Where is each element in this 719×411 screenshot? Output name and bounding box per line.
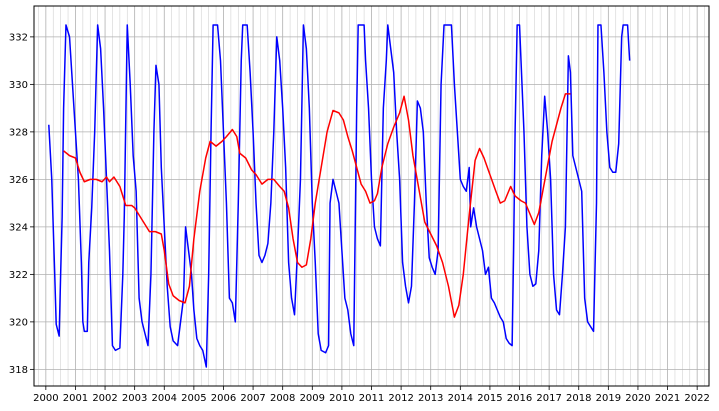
- ticks: 2000 2001 2002 2003 2004 2005 2006 2007 2008 2009…: [9, 32, 710, 404]
- x-tick-label: 2006: [211, 393, 236, 404]
- y-tick-label: 320: [9, 317, 28, 328]
- x-tick-label: 2012: [388, 393, 413, 404]
- y-tick-label: 322: [9, 270, 28, 281]
- x-tick-label: 2017: [536, 393, 561, 404]
- x-tick-label: 2002: [92, 393, 117, 404]
- grid: [34, 6, 709, 386]
- y-tick-label: 324: [9, 222, 28, 233]
- y-tick-label: 330: [9, 80, 28, 91]
- x-tick-label: 2009: [300, 393, 325, 404]
- x-tick-label: 2011: [359, 393, 384, 404]
- y-tick-label: 326: [9, 175, 28, 186]
- x-tick-label: 2000: [33, 393, 58, 404]
- x-tick-label: 2008: [270, 393, 295, 404]
- x-tick-label: 2021: [655, 393, 680, 404]
- series-line-2: [63, 93, 571, 318]
- y-tick-label: 328: [9, 127, 28, 138]
- series-group: [48, 24, 631, 368]
- x-tick-label: 2004: [152, 393, 177, 404]
- x-tick-label: 2013: [418, 393, 443, 404]
- y-tick-label: 332: [9, 32, 28, 43]
- x-tick-label: 2022: [684, 393, 709, 404]
- series-line-1: [48, 24, 631, 368]
- x-tick-label: 2014: [448, 393, 473, 404]
- x-tick-label: 2010: [329, 393, 354, 404]
- x-tick-label: 2007: [240, 393, 265, 404]
- x-tick-label: 2001: [63, 393, 88, 404]
- x-tick-label: 2019: [596, 393, 621, 404]
- x-tick-label: 2018: [566, 393, 591, 404]
- x-tick-label: 2005: [181, 393, 206, 404]
- x-tick-label: 2020: [625, 393, 650, 404]
- x-tick-label: 2016: [507, 393, 532, 404]
- x-tick-label: 2015: [477, 393, 502, 404]
- y-tick-label: 318: [9, 365, 28, 376]
- x-tick-label: 2003: [122, 393, 147, 404]
